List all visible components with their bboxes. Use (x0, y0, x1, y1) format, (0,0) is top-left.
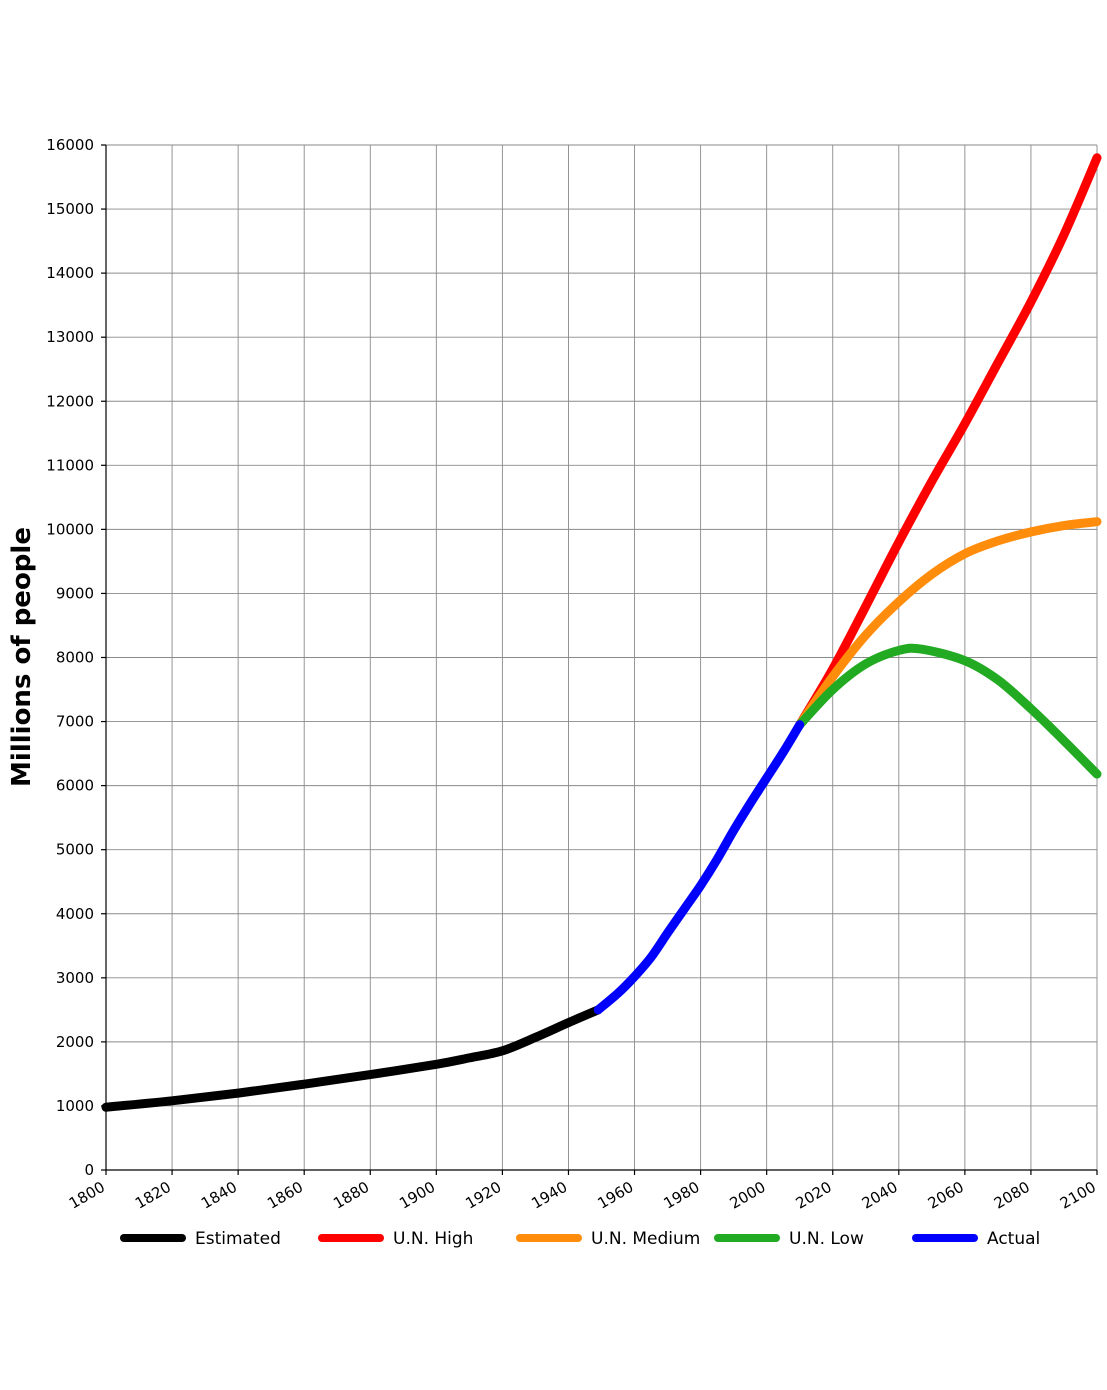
y-tick-label: 7000 (56, 713, 94, 731)
y-tick-label: 16000 (46, 136, 94, 154)
grid (106, 144, 1098, 1170)
x-tick-label: 1820 (132, 1178, 174, 1213)
legend-label-actual: Actual (987, 1229, 1040, 1249)
series-line-u-n-medium (795, 517, 1102, 730)
x-tick-label: 2080 (991, 1178, 1033, 1213)
y-tick-label: 4000 (56, 905, 94, 923)
x-tick-label: 2000 (727, 1178, 769, 1213)
y-tick-label: 2000 (56, 1033, 94, 1051)
x-tick-label: 1840 (198, 1178, 240, 1213)
y-tick-label: 0 (84, 1161, 94, 1179)
tick-labels: 0 1000 2000 3000 4000 5000 6000 7000 8000 9000 100… (46, 136, 1099, 1213)
series-line-actual (593, 720, 805, 1015)
legend-label-u-n-medium: U.N. Medium (591, 1229, 700, 1249)
y-tick-label: 13000 (46, 328, 94, 346)
legend-label-u-n-low: U.N. Low (789, 1229, 864, 1249)
y-tick-label: 5000 (56, 841, 94, 859)
x-tick-label: 1900 (396, 1178, 438, 1213)
series-line-estimated (101, 1005, 603, 1112)
y-tick-label: 9000 (56, 584, 94, 602)
x-tick-label: 1800 (66, 1178, 108, 1213)
legend-label-estimated: Estimated (195, 1229, 281, 1249)
legend: Estimated U.N. High U.N. Medium U.N. Low Act… (120, 1229, 1040, 1249)
series-group (101, 153, 1102, 1112)
y-tick-label: 14000 (46, 264, 94, 282)
y-tick-label: 10000 (46, 520, 94, 538)
x-tick-label: 2040 (859, 1178, 901, 1213)
axes (101, 144, 1098, 1175)
y-tick-label: 8000 (56, 649, 94, 667)
y-tick-label: 15000 (46, 200, 94, 218)
x-tick-label: 1860 (264, 1178, 306, 1213)
y-tick-label: 6000 (56, 777, 94, 795)
x-tick-label: 1960 (594, 1178, 636, 1213)
x-tick-label: 1940 (528, 1178, 570, 1213)
x-tick-label: 1880 (330, 1178, 372, 1213)
y-tick-label: 3000 (56, 969, 94, 987)
x-tick-label: 2020 (793, 1178, 835, 1213)
y-tick-label: 12000 (46, 392, 94, 410)
x-tick-label: 2100 (1057, 1178, 1099, 1213)
y-axis-label: Millions of people (7, 527, 37, 787)
legend-label-u-n-high: U.N. High (393, 1229, 473, 1249)
y-tick-label: 1000 (56, 1097, 94, 1115)
x-tick-label: 1920 (462, 1178, 504, 1213)
x-tick-label: 2060 (925, 1178, 967, 1213)
y-tick-label: 11000 (46, 456, 94, 474)
x-tick-label: 1980 (661, 1178, 703, 1213)
series-line-u-n-low (795, 643, 1102, 779)
series-line-u-n-high (795, 153, 1102, 730)
